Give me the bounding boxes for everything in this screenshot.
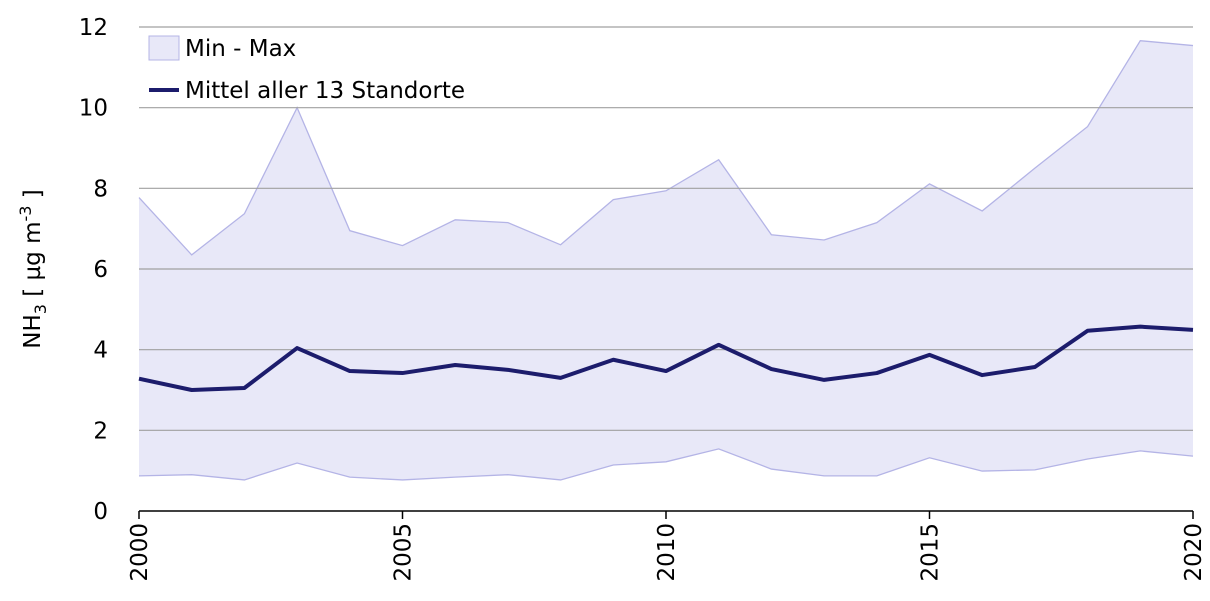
y-tick-label: 10 <box>79 96 108 122</box>
y-label-part: ] <box>20 189 46 205</box>
y-tick-label: 2 <box>93 418 108 444</box>
mean-line <box>138 324 1194 392</box>
x-tick-label: 2020 <box>1181 523 1207 582</box>
y-tick-label: 8 <box>93 176 108 202</box>
y-tick-label: 0 <box>93 499 108 525</box>
y-tick-label: 4 <box>93 338 108 364</box>
y-tick-label: 6 <box>93 257 108 283</box>
y-tick-label: 12 <box>79 15 108 41</box>
range-area <box>139 40 1193 480</box>
x-tick-label: 2010 <box>654 523 680 582</box>
range-edge <box>138 40 1194 256</box>
y-label-part: 3 <box>31 304 50 314</box>
x-tick-label: 2000 <box>127 523 153 582</box>
y-axis-label: NH3 [ µg m-3 ] <box>16 189 50 348</box>
legend-label: Mittel aller 13 Standorte <box>185 78 465 104</box>
x-tick-label: 2015 <box>918 523 944 582</box>
y-label-part: NH <box>20 314 46 349</box>
legend-swatch <box>148 35 180 61</box>
range-edge <box>138 448 1194 481</box>
legend-label: Min - Max <box>185 36 296 62</box>
x-tick-label: 2005 <box>391 523 417 582</box>
y-label-part: -3 <box>16 206 35 222</box>
y-label-part: [ µg m <box>20 222 46 305</box>
